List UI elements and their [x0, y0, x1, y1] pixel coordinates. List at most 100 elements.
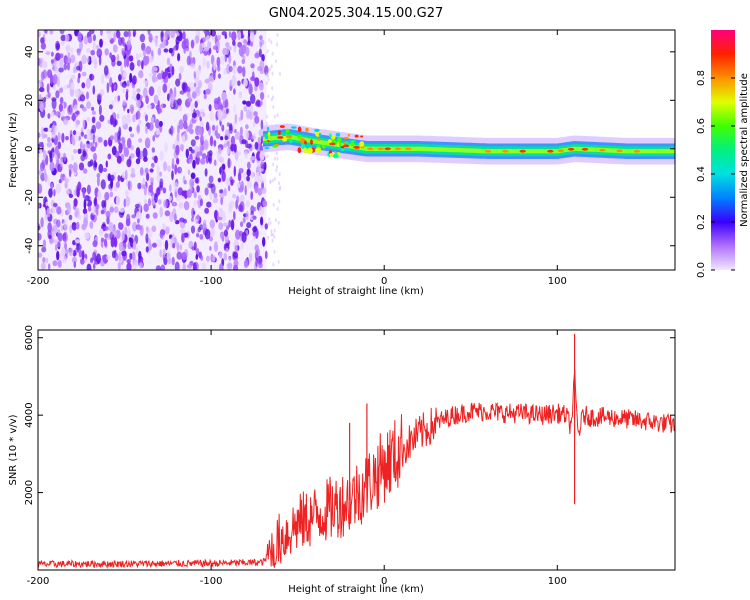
- noise-blob: [201, 153, 207, 160]
- noise-blob: [135, 247, 139, 256]
- noise-blob: [267, 77, 270, 82]
- noise-blob: [244, 185, 247, 196]
- noise-blob: [250, 171, 254, 179]
- noise-blob: [96, 48, 103, 58]
- noise-blob: [104, 226, 109, 231]
- noise-blob: [273, 114, 276, 119]
- noise-blob: [66, 189, 70, 196]
- noise-blob: [99, 114, 105, 122]
- noise-blob: [76, 65, 81, 71]
- noise-blob: [82, 208, 88, 215]
- noise-blob: [91, 106, 95, 111]
- noise-blob: [160, 31, 164, 43]
- noise-blob: [38, 183, 43, 194]
- noise-blob: [86, 144, 91, 149]
- trace-blob: [306, 147, 313, 154]
- noise-blob: [260, 216, 264, 226]
- noise-blob: [40, 262, 46, 270]
- noise-blob: [271, 71, 274, 76]
- chart-title: GN04.2025.304.15.00.G27: [269, 6, 444, 21]
- noise-blob: [97, 189, 102, 201]
- noise-blob: [146, 104, 152, 109]
- noise-blob: [63, 234, 67, 241]
- noise-blob: [230, 181, 234, 186]
- noise-blob: [250, 93, 256, 105]
- noise-blob: [227, 185, 231, 192]
- noise-blob: [38, 31, 41, 38]
- noise-blob: [104, 191, 110, 201]
- colorbar-tick-label: 0.0: [696, 262, 707, 278]
- noise-blob: [164, 68, 168, 77]
- noise-blob: [156, 173, 161, 183]
- noise-blob: [116, 113, 120, 119]
- noise-blob: [224, 135, 229, 141]
- noise-blob: [101, 200, 106, 208]
- noise-blob: [38, 87, 45, 93]
- noise-blob: [230, 219, 235, 231]
- noise-blob: [128, 55, 134, 62]
- noise-blob: [39, 162, 45, 172]
- noise-blob: [166, 57, 171, 66]
- noise-blob: [144, 167, 149, 174]
- noise-blob: [155, 128, 160, 136]
- trace-blob: [265, 135, 269, 140]
- noise-blob: [66, 62, 71, 71]
- trace-hotspot: [367, 147, 374, 151]
- noise-blob: [245, 46, 250, 57]
- noise-blob: [71, 222, 76, 227]
- noise-blob: [127, 37, 131, 45]
- noise-blob: [265, 81, 268, 85]
- noise-blob: [159, 249, 162, 258]
- noise-blob: [175, 144, 180, 156]
- noise-blob: [92, 85, 96, 95]
- noise-blob: [159, 206, 163, 218]
- colorbar-tick-label: 0.8: [696, 70, 707, 86]
- noise-blob: [55, 52, 61, 61]
- trace-hotspot: [377, 147, 384, 151]
- noise-blob: [162, 223, 166, 230]
- noise-blob: [151, 74, 157, 83]
- noise-blob: [223, 243, 227, 251]
- noise-blob: [89, 142, 95, 147]
- noise-blob: [200, 134, 204, 146]
- noise-blob: [43, 96, 47, 103]
- colorbar-tick-label: 0.4: [696, 166, 707, 182]
- noise-blob: [71, 134, 75, 145]
- noise-blob: [71, 155, 74, 161]
- noise-blob: [220, 136, 224, 141]
- noise-blob: [143, 203, 149, 212]
- noise-blob: [47, 137, 51, 143]
- trace-blob: [329, 153, 334, 157]
- noise-blob: [107, 153, 112, 160]
- noise-blob: [61, 255, 68, 264]
- noise-blob: [138, 262, 144, 269]
- noise-blob: [145, 246, 149, 253]
- noise-blob: [39, 102, 44, 112]
- noise-blob: [145, 126, 148, 134]
- noise-blob: [43, 127, 49, 132]
- noise-blob: [145, 213, 150, 219]
- noise-blob: [213, 192, 218, 199]
- noise-blob: [76, 243, 82, 251]
- trace-blob: [317, 138, 321, 141]
- noise-blob: [228, 65, 233, 73]
- noise-blob: [86, 101, 92, 109]
- y-tick-label: 20: [24, 94, 35, 107]
- noise-blob: [46, 207, 51, 218]
- noise-blob: [52, 74, 58, 85]
- noise-blob: [232, 39, 236, 46]
- noise-blob: [81, 54, 87, 65]
- colorbar-tick-label: 0.6: [696, 118, 707, 134]
- noise-blob: [219, 263, 223, 270]
- noise-blob: [275, 59, 278, 64]
- noise-blob: [145, 55, 150, 65]
- noise-blob: [138, 119, 142, 125]
- noise-blob: [118, 251, 122, 262]
- noise-blob: [199, 234, 204, 240]
- noise-blob: [159, 43, 164, 49]
- noise-blob: [132, 75, 137, 85]
- noise-blob: [266, 73, 269, 78]
- noise-blob: [178, 72, 182, 81]
- noise-blob: [58, 103, 64, 112]
- noise-blob: [267, 235, 269, 240]
